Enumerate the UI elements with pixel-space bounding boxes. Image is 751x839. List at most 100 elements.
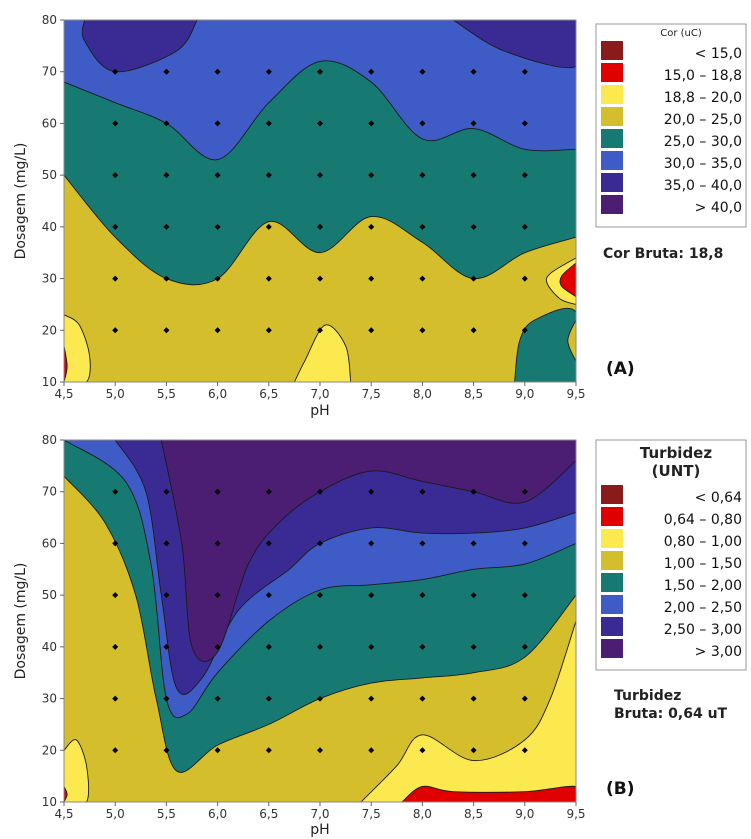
plot-area-b <box>64 440 576 802</box>
legend-swatch <box>601 573 623 592</box>
region-b-over-3 <box>160 440 576 662</box>
y-tick-label: 10 <box>42 375 57 389</box>
x-ticks-b: 4,5 5,0 5,5 6,0 6,5 7,0 7,5 8,0 8,5 9,0 9,5 <box>54 802 586 821</box>
y-ticks-a: 10 20 30 40 50 60 70 80 <box>42 13 64 389</box>
grid-point <box>470 540 477 547</box>
y-tick-label: 40 <box>42 640 57 654</box>
grid-point <box>521 327 528 334</box>
grid-point <box>265 488 272 495</box>
y-tick-label: 40 <box>42 220 57 234</box>
grid-point <box>214 172 221 179</box>
legend-label: 0,64 – 0,80 <box>664 512 742 528</box>
legend-swatch <box>601 129 623 148</box>
y-tick-label: 80 <box>42 13 57 27</box>
legend-label: 1,00 – 1,50 <box>664 556 742 572</box>
grid-point <box>112 695 119 702</box>
legend-entries-b: < 0,64 0,64 – 0,80 0,80 – 1,00 1,00 – 1,50 1… <box>601 485 742 660</box>
x-tick-label: 6,0 <box>208 807 227 821</box>
grid-point <box>265 592 272 599</box>
grid-point <box>470 488 477 495</box>
grid-point <box>265 172 272 179</box>
y-tick-label: 10 <box>42 795 57 809</box>
legend-swatch <box>601 85 623 104</box>
grid-point <box>214 223 221 230</box>
grid-point <box>470 327 477 334</box>
grid-point <box>112 172 119 179</box>
grid-point <box>368 68 375 75</box>
y-axis-label-a: Dosagem (mg/L) <box>13 143 29 260</box>
grid-point <box>521 695 528 702</box>
legend-title-b-line2: (UNT) <box>652 462 701 480</box>
grid-point <box>163 592 170 599</box>
grid-point <box>265 120 272 127</box>
grid-point <box>163 275 170 282</box>
grid-point <box>112 747 119 754</box>
grid-point <box>265 275 272 282</box>
grid-point <box>112 120 119 127</box>
legend-entries-a: < 15,0 15,0 – 18,8 18,8 – 20,0 20,0 – 25,0 2… <box>601 41 742 216</box>
legend-label: 35,0 – 40,0 <box>664 178 742 194</box>
legend-swatch <box>601 63 623 82</box>
grid-point <box>317 488 323 495</box>
grid-point <box>368 540 375 547</box>
grid-point <box>214 747 221 754</box>
grid-point <box>419 172 426 179</box>
grid-point <box>265 327 272 334</box>
legend-swatch <box>601 173 623 192</box>
panel-a: 4,5 5,0 5,5 6,0 6,5 7,0 7,5 8,0 8,5 9,0 9,5 10 20 30… <box>13 13 747 419</box>
grid-point <box>317 275 323 282</box>
x-tick-label: 4,5 <box>54 387 73 401</box>
grid-point <box>163 643 170 650</box>
y-tick-label: 80 <box>42 433 57 447</box>
region-b-0.8-1-right <box>360 620 576 802</box>
y-tick-label: 20 <box>42 743 57 757</box>
grid-point <box>470 592 477 599</box>
grid-point <box>163 540 170 547</box>
grid-point <box>368 223 375 230</box>
grid-point <box>112 643 119 650</box>
grid-point <box>214 275 221 282</box>
x-tick-label: 8,5 <box>464 807 483 821</box>
grid-point <box>419 747 426 754</box>
x-tick-label: 5,5 <box>157 387 176 401</box>
x-tick-label: 6,0 <box>208 387 227 401</box>
grid-points-b <box>112 488 528 754</box>
grid-point <box>419 592 426 599</box>
y-tick-label: 50 <box>42 588 57 602</box>
grid-point <box>317 172 323 179</box>
grid-point <box>368 275 375 282</box>
note-b-line2: Bruta: 0,64 uT <box>614 706 728 722</box>
grid-point <box>317 592 323 599</box>
grid-point <box>163 172 170 179</box>
grid-point <box>214 540 221 547</box>
grid-point <box>317 695 323 702</box>
legend-swatch <box>601 639 623 658</box>
grid-point <box>419 120 426 127</box>
region-a-35-40-right <box>452 20 576 69</box>
grid-point <box>112 592 119 599</box>
x-tick-label: 4,5 <box>54 807 73 821</box>
grid-point <box>214 68 221 75</box>
grid-point <box>368 592 375 599</box>
grid-point <box>521 275 528 282</box>
y-ticks-b: 10 20 30 40 50 60 70 80 <box>42 433 64 809</box>
x-tick-label: 6,5 <box>259 807 278 821</box>
grid-point <box>521 747 528 754</box>
grid-point <box>419 68 426 75</box>
region-b-0.64-0.8 <box>401 785 576 802</box>
legend-title-b-line1: Turbidez <box>640 444 712 462</box>
grid-point <box>265 643 272 650</box>
panel-label-b: (B) <box>606 779 635 799</box>
grid-point <box>265 747 272 754</box>
grid-point <box>163 120 170 127</box>
panel-label-a: (A) <box>606 359 635 379</box>
grid-point <box>419 540 426 547</box>
x-tick-label: 8,0 <box>413 807 432 821</box>
legend-swatch <box>601 195 623 214</box>
region-a-25-30-corner <box>514 307 576 382</box>
legend-label: > 3,00 <box>695 644 742 660</box>
x-axis-label-a: pH <box>310 403 329 419</box>
grid-point <box>368 172 375 179</box>
legend-label: 18,8 – 20,0 <box>664 90 742 106</box>
grid-point <box>419 275 426 282</box>
